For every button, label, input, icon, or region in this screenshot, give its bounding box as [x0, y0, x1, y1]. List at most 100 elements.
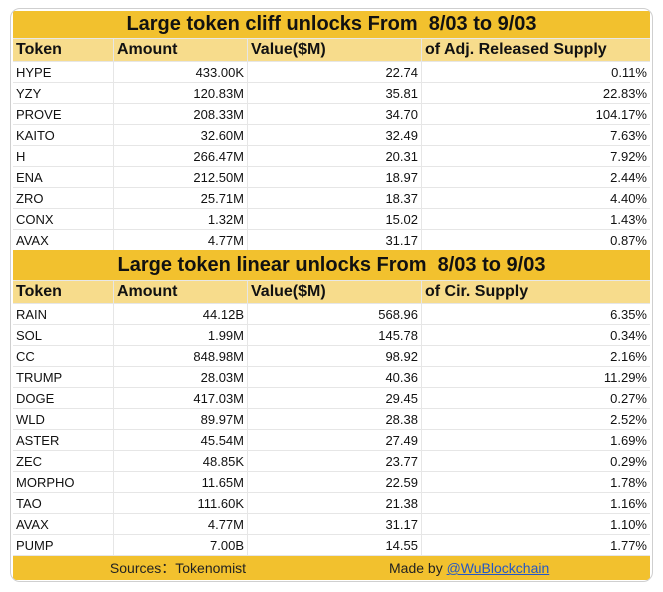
supply-pct-cell: 1.43% — [610, 211, 647, 227]
table-row: PUMP 7.00B 14.55 1.77% — [13, 534, 650, 555]
amount-cell: 1.99M — [114, 325, 248, 345]
token-cell: TAO — [13, 493, 114, 513]
value-cell: 14.55 — [248, 535, 422, 555]
amount-cell: 11.65M — [114, 472, 248, 492]
table-row: RAIN 44.12B 568.96 6.35% — [13, 303, 650, 324]
token-cell: KAITO — [13, 125, 114, 145]
token-cell: TRUMP — [13, 367, 114, 387]
table-row: HYPE 433.00K 22.74 0.11% — [13, 61, 650, 82]
token-cell: HYPE — [13, 62, 114, 82]
amount-cell: 208.33M — [114, 104, 248, 124]
supply-pct-cell: 0.87% — [610, 232, 647, 248]
table-row: YZY 120.83M 35.81 22.83% — [13, 82, 650, 103]
amount-cell: 32.60M — [114, 125, 248, 145]
token-cell: SOL — [13, 325, 114, 345]
supply-pct-cell: 22.83% — [602, 85, 647, 101]
token-cell: CONX — [13, 209, 114, 229]
amount-cell: 7.00B — [114, 535, 248, 555]
value-cell: 145.78 — [248, 325, 422, 345]
supply-pct-cell: 0.29% — [610, 453, 647, 469]
column-header-cir-supply: of Cir. Supply — [425, 283, 529, 300]
amount-cell: 25.71M — [114, 188, 248, 208]
table-row: H 266.47M 20.31 7.92% — [13, 145, 650, 166]
table-row: AVAX 4.77M 31.17 1.10% — [13, 513, 650, 534]
amount-cell: 1.32M — [114, 209, 248, 229]
amount-cell: 433.00K — [114, 62, 248, 82]
token-cell: ZEC — [13, 451, 114, 471]
supply-pct-cell: 0.27% — [610, 390, 647, 406]
supply-pct-cell: 1.78% — [610, 474, 647, 490]
amount-cell: 848.98M — [114, 346, 248, 366]
column-header-amount: Amount — [114, 39, 248, 61]
value-cell: 20.31 — [248, 146, 422, 166]
amount-cell: 266.47M — [114, 146, 248, 166]
table-row: MORPHO 11.65M 22.59 1.78% — [13, 471, 650, 492]
table-row: PROVE 208.33M 34.70 104.17% — [13, 103, 650, 124]
value-cell: 31.17 — [248, 514, 422, 534]
table-row: SOL 1.99M 145.78 0.34% — [13, 324, 650, 345]
cliff-table-title: Large token cliff unlocks From 8/03 to 9… — [13, 11, 650, 38]
value-cell: 15.02 — [248, 209, 422, 229]
value-cell: 22.59 — [248, 472, 422, 492]
linear-rows: RAIN 44.12B 568.96 6.35% SOL 1.99M 145.78 0.34%… — [13, 303, 650, 555]
supply-pct-cell: 2.16% — [610, 348, 647, 364]
supply-pct-cell: 0.11% — [611, 64, 647, 80]
value-cell: 18.37 — [248, 188, 422, 208]
value-cell: 28.38 — [248, 409, 422, 429]
value-cell: 32.49 — [248, 125, 422, 145]
linear-header-row: Token Amount Value($M) of Cir. Supply — [13, 280, 650, 303]
token-cell: ZRO — [13, 188, 114, 208]
linear-table-title: Large token linear unlocks From 8/03 to … — [13, 250, 650, 280]
column-header-value: Value($M) — [248, 39, 422, 61]
cliff-header-row: Token Amount Value($M) of Adj. Released … — [13, 38, 650, 61]
amount-cell: 48.85K — [114, 451, 248, 471]
token-cell: MORPHO — [13, 472, 114, 492]
supply-pct-cell: 1.69% — [610, 432, 647, 448]
table-row: ZRO 25.71M 18.37 4.40% — [13, 187, 650, 208]
token-cell: ASTER — [13, 430, 114, 450]
token-cell: PROVE — [13, 104, 114, 124]
amount-cell: 111.60K — [114, 493, 248, 513]
value-cell: 35.81 — [248, 83, 422, 103]
unlocks-table: Large token cliff unlocks From 8/03 to 9… — [13, 11, 650, 580]
table-row: CC 848.98M 98.92 2.16% — [13, 345, 650, 366]
supply-pct-cell: 104.17% — [595, 106, 647, 122]
supply-pct-cell: 7.63% — [610, 127, 647, 143]
column-header-token: Token — [13, 39, 114, 61]
table-row: TAO 111.60K 21.38 1.16% — [13, 492, 650, 513]
supply-pct-cell: 2.52% — [610, 411, 647, 427]
table-row: AVAX 4.77M 31.17 0.87% — [13, 229, 650, 250]
amount-cell: 417.03M — [114, 388, 248, 408]
column-header-amount: Amount — [114, 281, 248, 303]
value-cell: 34.70 — [248, 104, 422, 124]
value-cell: 568.96 — [248, 304, 422, 324]
supply-pct-cell: 2.44% — [610, 169, 647, 185]
amount-cell: 45.54M — [114, 430, 248, 450]
column-header-adj-released-supply: of Adj. Released Supply — [425, 41, 607, 58]
supply-pct-cell: 4.40% — [610, 190, 647, 206]
sources-text: Sources：Tokenomist — [109, 560, 247, 576]
token-cell: YZY — [13, 83, 114, 103]
made-by-label: Made by — [389, 560, 447, 576]
table-row: ASTER 45.54M 27.49 1.69% — [13, 429, 650, 450]
made-by: Made by @WuBlockchain — [343, 560, 650, 576]
table-row: CONX 1.32M 15.02 1.43% — [13, 208, 650, 229]
value-cell: 31.17 — [248, 230, 422, 250]
supply-pct-cell: 11.29% — [603, 369, 647, 385]
supply-pct-cell: 0.34% — [610, 327, 647, 343]
column-header-token: Token — [13, 281, 114, 303]
author-link[interactable]: @WuBlockchain — [446, 560, 550, 576]
token-cell: DOGE — [13, 388, 114, 408]
value-cell: 23.77 — [248, 451, 422, 471]
cliff-rows: HYPE 433.00K 22.74 0.11% YZY 120.83M 35.81 22.8… — [13, 61, 650, 250]
token-cell: AVAX — [13, 230, 114, 250]
footer: Sources：Tokenomist Made by @WuBlockchain — [13, 555, 650, 580]
token-cell: AVAX — [13, 514, 114, 534]
table-row: TRUMP 28.03M 40.36 11.29% — [13, 366, 650, 387]
value-cell: 29.45 — [248, 388, 422, 408]
supply-pct-cell: 1.16% — [610, 495, 647, 511]
amount-cell: 28.03M — [114, 367, 248, 387]
amount-cell: 89.97M — [114, 409, 248, 429]
table-row: WLD 89.97M 28.38 2.52% — [13, 408, 650, 429]
amount-cell: 120.83M — [114, 83, 248, 103]
